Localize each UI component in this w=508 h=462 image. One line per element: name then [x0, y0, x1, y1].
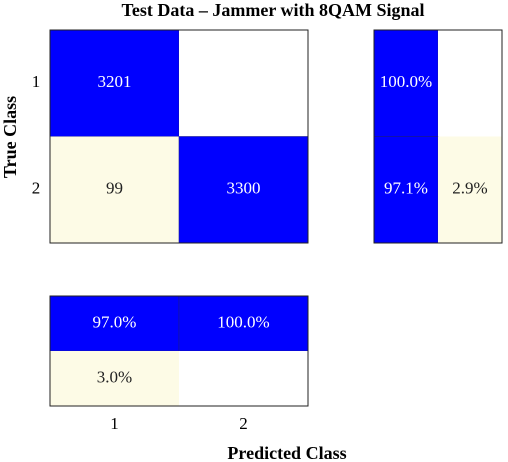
- cell: [179, 351, 308, 406]
- cell-label: 100.0%: [217, 312, 269, 331]
- cell: [438, 136, 502, 243]
- cell-label: 2.9%: [452, 179, 487, 198]
- cell-label: 97.1%: [384, 179, 428, 198]
- cell: [50, 351, 179, 406]
- chart-title: Test Data – Jammer with 8QAM Signal: [122, 0, 425, 20]
- frame: [49, 29, 309, 244]
- y-tick-label: 1: [32, 72, 41, 91]
- cell-label: 3.0%: [97, 367, 132, 386]
- y-tick-label: 2: [32, 179, 41, 198]
- cell: [373, 136, 439, 244]
- cell-label: 99: [106, 179, 123, 198]
- x-tick-label: 1: [110, 414, 119, 433]
- x-tick-label: 2: [239, 414, 248, 433]
- y-axis-label: True Class: [0, 96, 20, 178]
- cell-label: 97.0%: [93, 312, 137, 331]
- x-axis-label: Predicted Class: [227, 443, 346, 462]
- cell: [49, 29, 180, 137]
- cell: [438, 30, 502, 137]
- frame: [49, 295, 309, 407]
- cell-label: 3300: [227, 179, 261, 198]
- cell: [50, 136, 179, 243]
- cell: [178, 136, 309, 244]
- cell: [373, 29, 439, 137]
- frame: [373, 29, 503, 244]
- cell: [179, 30, 308, 137]
- cell: [178, 295, 309, 352]
- cell-label: 100.0%: [380, 72, 432, 91]
- cell-label: 3201: [98, 72, 132, 91]
